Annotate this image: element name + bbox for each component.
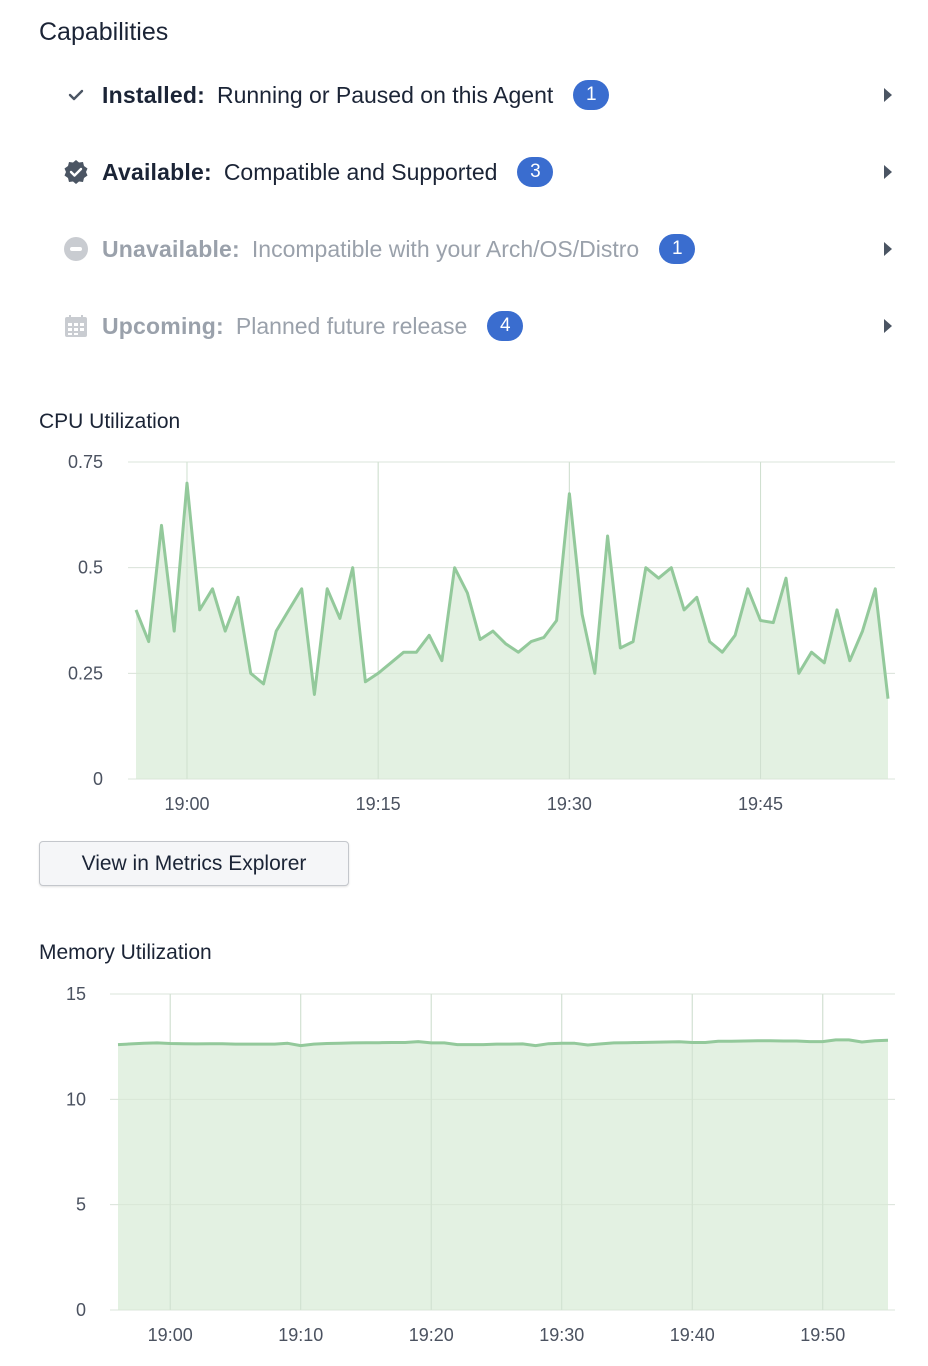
capability-label: Available:: [102, 158, 212, 185]
count-badge: 3: [517, 157, 554, 187]
x-tick-label: 19:40: [670, 1325, 715, 1345]
y-tick-label: 15: [66, 984, 86, 1004]
caret-right-icon[interactable]: [884, 165, 892, 179]
memory-chart-title: Memory Utilization: [39, 941, 212, 964]
x-tick-label: 19:30: [547, 794, 592, 814]
capability-row-upcoming[interactable]: Upcoming: Planned future release 4: [62, 306, 892, 346]
y-tick-label: 0.75: [68, 452, 103, 472]
x-tick-label: 19:00: [164, 794, 209, 814]
capability-label: Installed:: [102, 81, 205, 108]
series-line: [134, 481, 890, 699]
x-tick-label: 19:50: [800, 1325, 845, 1345]
area-fill: [118, 1039, 888, 1310]
memory-utilization-chart: 0 5 10 15 19:00 19:10 19:20 19:30 19:40 19:50: [66, 984, 895, 1345]
y-tick-label: 5: [76, 1195, 86, 1215]
capability-row-unavailable[interactable]: Unavailable: Incompatible with your Arch…: [62, 229, 892, 269]
y-tick-label: 0: [76, 1300, 86, 1320]
x-tick-label: 19:15: [356, 794, 401, 814]
count-badge: 1: [659, 234, 696, 264]
capability-description: Planned future release: [235, 312, 468, 339]
y-tick-label: 0.25: [68, 663, 103, 683]
minus-circle-icon: [62, 235, 90, 263]
x-tick-label: 19:30: [539, 1325, 584, 1345]
capability-description: Running or Paused on this Agent: [216, 81, 554, 108]
capabilities-title: Capabilities: [39, 18, 169, 46]
cpu-utilization-chart: 0 0.25 0.5 0.75 19:00 19:15 19:30 19:45: [68, 452, 895, 814]
series-line: [117, 1038, 889, 1048]
capability-row-installed[interactable]: Installed: Running or Paused on this Age…: [62, 75, 892, 115]
check-icon: [62, 81, 90, 109]
area-fill: [136, 483, 888, 779]
view-in-metrics-explorer-button[interactable]: View in Metrics Explorer: [39, 841, 349, 886]
calendar-icon: [62, 312, 90, 340]
caret-right-icon[interactable]: [884, 319, 892, 333]
caret-right-icon[interactable]: [884, 242, 892, 256]
capability-description: Incompatible with your Arch/OS/Distro: [251, 235, 640, 262]
y-tick-label: 10: [66, 1089, 86, 1109]
x-tick-label: 19:20: [409, 1325, 454, 1345]
count-badge: 1: [573, 80, 610, 110]
x-tick-label: 19:00: [148, 1325, 193, 1345]
capability-description: Compatible and Supported: [223, 158, 498, 185]
capability-label: Upcoming:: [102, 312, 224, 339]
verified-badge-icon: [62, 158, 90, 186]
caret-right-icon[interactable]: [884, 88, 892, 102]
cpu-chart-title: CPU Utilization: [39, 410, 181, 433]
x-tick-label: 19:45: [738, 794, 783, 814]
capability-row-available[interactable]: Available: Compatible and Supported 3: [62, 152, 892, 192]
count-badge: 4: [487, 311, 524, 341]
y-tick-label: 0: [93, 769, 103, 789]
x-tick-label: 19:10: [278, 1325, 323, 1345]
capability-label: Unavailable:: [102, 235, 240, 262]
y-tick-label: 0.5: [78, 558, 103, 578]
